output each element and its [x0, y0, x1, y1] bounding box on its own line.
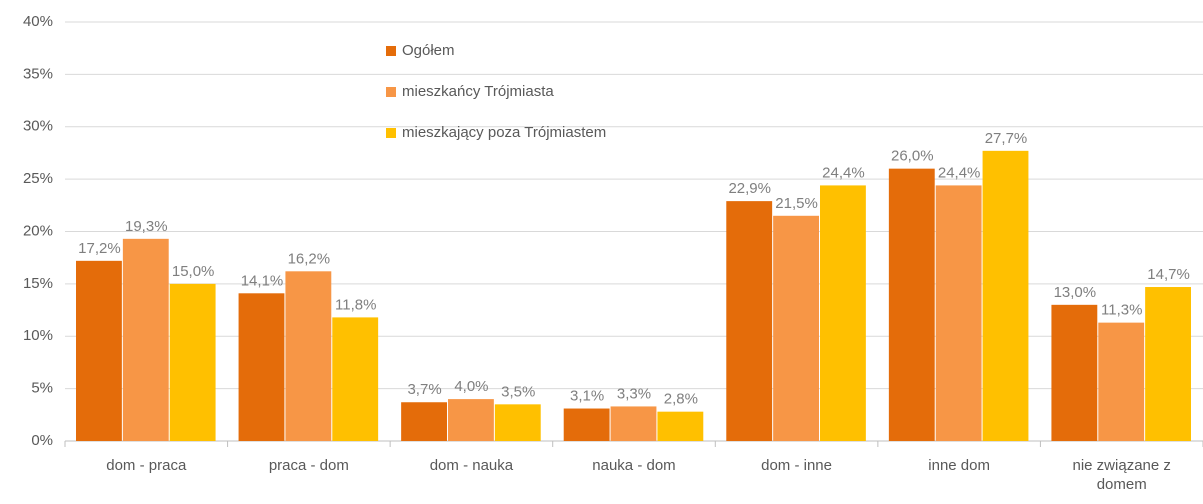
data-label: 11,3%: [1101, 302, 1142, 319]
bar: [1098, 322, 1145, 441]
data-label: 22,9%: [728, 180, 771, 197]
data-label: 24,4%: [938, 164, 981, 181]
bar: [448, 399, 494, 441]
bar: [285, 271, 332, 441]
data-label: 3,1%: [570, 387, 604, 404]
data-label: 3,7%: [407, 381, 441, 398]
y-tick-label: 40%: [23, 13, 53, 30]
bar: [657, 411, 704, 441]
data-label: 3,3%: [617, 385, 651, 402]
bar: [982, 150, 1029, 441]
x-tick-label: dom - praca: [106, 457, 187, 474]
data-label: 14,7%: [1147, 266, 1190, 283]
legend-label: mieszkający poza Trójmiastem: [402, 124, 606, 141]
data-label: 13,0%: [1054, 284, 1097, 301]
data-label: 14,1%: [241, 272, 284, 289]
bar: [888, 168, 935, 441]
bar: [76, 260, 122, 441]
y-tick-label: 30%: [23, 118, 53, 135]
y-tick-label: 10%: [23, 327, 53, 344]
data-label: 27,7%: [985, 130, 1028, 147]
data-label: 16,2%: [288, 250, 331, 267]
bar: [238, 293, 285, 441]
legend-label: Ogółem: [402, 42, 455, 59]
data-label: 3,5%: [501, 383, 535, 400]
bar: [401, 402, 447, 441]
bar: [726, 201, 773, 441]
data-label: 17,2%: [78, 240, 121, 257]
data-label: 24,4%: [822, 164, 865, 181]
bar: [1051, 304, 1098, 441]
data-label: 2,8%: [664, 391, 698, 408]
legend-label: mieszkańcy Trójmiasta: [402, 83, 554, 100]
x-tick-label: inne dom: [928, 457, 990, 474]
y-tick-label: 0%: [31, 432, 53, 449]
y-tick-label: 5%: [31, 380, 53, 397]
bar: [332, 317, 379, 441]
bar: [935, 185, 982, 441]
data-label: 15,0%: [172, 263, 215, 280]
bar: [169, 283, 216, 441]
bar: [494, 404, 541, 441]
y-tick-label: 35%: [23, 65, 53, 82]
y-tick-label: 20%: [23, 222, 53, 239]
data-label: 4,0%: [454, 378, 488, 395]
x-tick-label: dom - inne: [761, 457, 832, 474]
x-tick-label: dom - nauka: [429, 457, 514, 474]
x-tick-label: nauka - dom: [592, 457, 676, 474]
bar: [1145, 287, 1191, 441]
y-tick-label: 15%: [23, 275, 53, 292]
legend-swatch: [386, 128, 396, 138]
data-label: 26,0%: [891, 148, 934, 165]
y-tick-label: 25%: [23, 170, 53, 187]
x-tick-label: nie związane z domem: [1072, 457, 1171, 493]
bar: [610, 406, 657, 441]
data-label: 21,5%: [775, 195, 818, 212]
bar: [773, 215, 819, 441]
data-label: 19,3%: [125, 218, 168, 235]
bar: [122, 238, 169, 441]
x-tick-label: praca - dom: [268, 457, 349, 474]
bar: [563, 408, 610, 441]
legend-swatch: [386, 46, 396, 56]
data-label: 11,8%: [335, 296, 376, 313]
bar: [820, 185, 866, 441]
legend-swatch: [386, 87, 396, 97]
